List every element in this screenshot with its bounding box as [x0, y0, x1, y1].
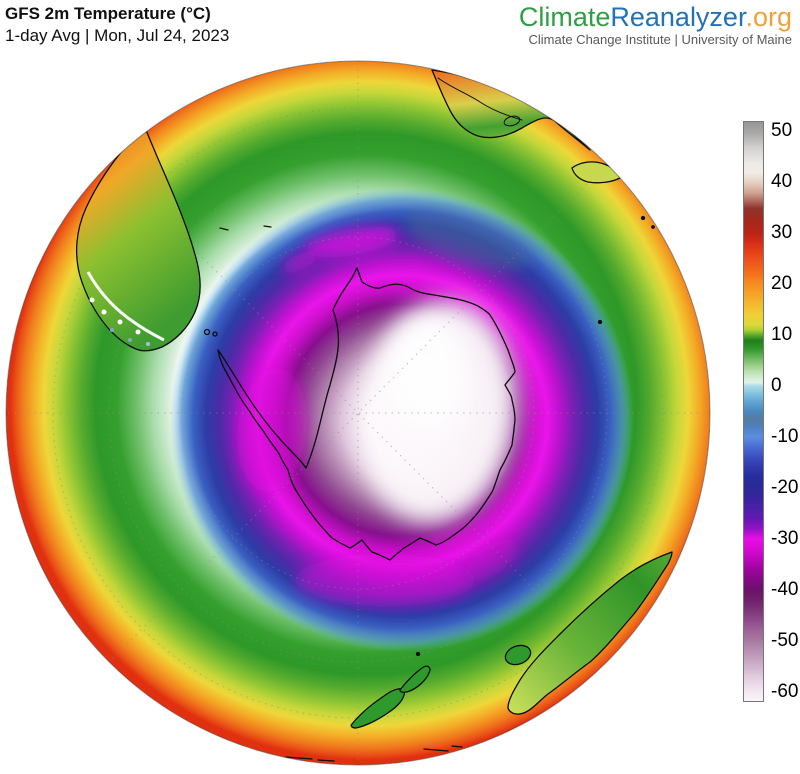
colorbar-tick-label: -30 [771, 528, 798, 550]
page-title: GFS 2m Temperature (°C) [5, 4, 211, 24]
colorbar-tick-label: 50 [771, 120, 792, 142]
logo-word-reanalyzer[interactable]: Reanalyzer [610, 2, 745, 32]
temperature-map [0, 0, 800, 774]
crozet-island [599, 321, 602, 324]
climate-reanalyzer-page: GFS 2m Temperature (°C) 1-day Avg | Mon,… [0, 0, 800, 774]
magenta-anomaly-south [295, 554, 475, 606]
reunion-island [642, 217, 645, 220]
logo-tagline: Climate Change Institute | University of… [519, 32, 792, 47]
colorbar-tick-label: -40 [771, 579, 798, 601]
colorbar-tick-label: 0 [771, 375, 782, 397]
colorbar-tick-label: -20 [771, 477, 798, 499]
south-polar-globe [0, 0, 800, 774]
climate-reanalyzer-logo[interactable]: ClimateReanalyzer.org Climate Change Ins… [519, 2, 792, 47]
colorbar-tick-label: 20 [771, 273, 792, 295]
temperature-colorbar [743, 121, 764, 702]
mauritius-island [652, 226, 654, 228]
colorbar-tick-labels: 50 40 30 20 10 0 -10 -20 -30 -40 -50 -60 [771, 0, 800, 774]
colorbar-tick-label: 30 [771, 222, 792, 244]
coldest-plateau-center [388, 317, 468, 427]
page-subtitle: 1-day Avg | Mon, Jul 24, 2023 [5, 26, 229, 46]
colorbar-tick-label: -60 [771, 681, 798, 703]
small-island-speck [417, 653, 420, 656]
colorbar-tick-label: -50 [771, 630, 798, 652]
colorbar-tick-label: 10 [771, 324, 792, 346]
colorbar-tick-label: -10 [771, 426, 798, 448]
colorbar-tick-label: 40 [771, 171, 792, 193]
logo-wordmark[interactable]: ClimateReanalyzer.org [519, 2, 792, 32]
logo-word-climate[interactable]: Climate [519, 2, 611, 32]
